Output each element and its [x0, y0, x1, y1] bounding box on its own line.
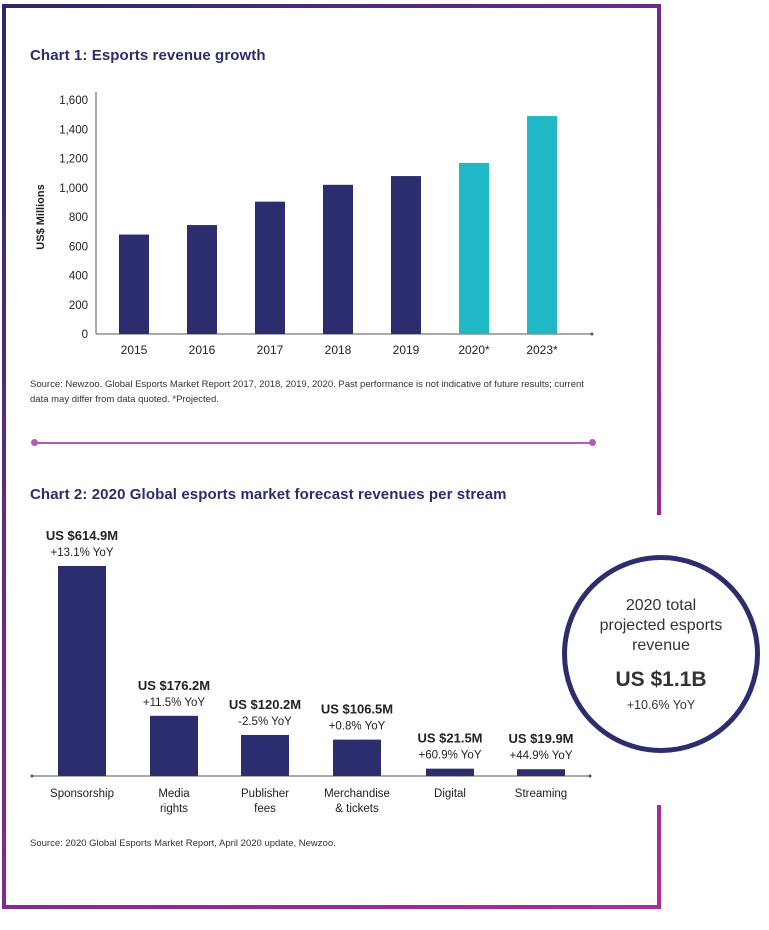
- chart1-bar: [459, 162, 489, 334]
- chart1-y-tick-label: 200: [69, 300, 88, 312]
- chart2-bar: [333, 739, 381, 776]
- total-revenue-badge: 2020 total projected esports revenue US …: [562, 555, 760, 753]
- chart1-y-tick-label: 0: [82, 329, 88, 341]
- chart1-x-tick-label: 2018: [325, 343, 352, 357]
- chart2-category-label: fees: [254, 803, 276, 815]
- chart2-category-label: Digital: [434, 788, 466, 800]
- chart2-value-label: US $106.5M: [321, 702, 393, 717]
- chart1-title: Chart 1: Esports revenue growth: [30, 47, 266, 64]
- chart2-value-label: US $176.2M: [138, 678, 210, 693]
- chart2-category-label: & tickets: [335, 803, 379, 815]
- chart2-bar: [241, 734, 289, 776]
- chart1-x-tick-label: 2015: [121, 343, 148, 357]
- chart1-x-tick-label: 2017: [257, 343, 284, 357]
- chart1-y-tick-label: 800: [69, 212, 88, 224]
- chart2-yoy-label: +0.8% YoY: [329, 721, 386, 733]
- badge-line-2: projected esports: [599, 617, 723, 634]
- chart2-yoy-label: +13.1% YoY: [51, 547, 114, 559]
- chart2-category-label: Streaming: [515, 788, 567, 800]
- chart1-plot: 0 200 400 600 800 1,000 1,200 1,400 1,600 US$ Mil…: [35, 92, 594, 357]
- chart2-bar: [150, 715, 198, 776]
- chart2-category-label: Publisher: [241, 788, 289, 800]
- chart2-yoy-label: +60.9% YoY: [419, 750, 482, 762]
- chart2-source-note: Source: 2020 Global Esports Market Repor…: [30, 838, 336, 849]
- chart2-value-label: US $21.5M: [417, 731, 482, 746]
- chart2-yoy-label: -2.5% YoY: [238, 716, 292, 728]
- chart1-bar: [527, 116, 557, 335]
- chart1-bar: [255, 201, 285, 334]
- section-divider: [34, 442, 592, 444]
- chart2-category-label: Merchandise: [324, 788, 390, 800]
- chart1-bar: [323, 184, 353, 334]
- chart2-bar: [58, 566, 106, 776]
- chart1-bar: [119, 234, 149, 334]
- chart2-yoy-label: +11.5% YoY: [143, 697, 205, 709]
- badge-line-1: 2020 total: [625, 597, 697, 614]
- chart1-y-tick-label: 1,200: [59, 154, 88, 166]
- chart2-x-axis-end: [588, 774, 592, 778]
- chart1-x-tick-label: 2023*: [526, 343, 558, 357]
- chart1-y-tick-label: 600: [69, 241, 88, 253]
- chart2-category-label: Media: [158, 788, 190, 800]
- chart1-x-tick-label: 2016: [189, 343, 216, 357]
- chart1-bar: [187, 225, 217, 334]
- chart2-category-label: Sponsorship: [50, 788, 114, 800]
- chart2-plot: US $614.9M +13.1% YoY Sponsorship US $176.2…: [30, 528, 592, 815]
- chart1-y-tick-label: 1,600: [59, 95, 88, 107]
- chart1-y-tick-label: 400: [69, 271, 88, 283]
- chart2-yoy-label: +44.9% YoY: [510, 750, 573, 762]
- chart2-bar: [517, 769, 565, 776]
- chart2-value-label: US $120.2M: [229, 697, 301, 712]
- chart2-x-axis-start: [30, 774, 34, 778]
- chart2-bar: [426, 768, 474, 776]
- chart2-title: Chart 2: 2020 Global esports market fore…: [30, 486, 507, 503]
- chart1-x-tick-label: 2020*: [458, 343, 490, 357]
- chart2-value-label: US $614.9M: [46, 528, 118, 543]
- chart1-y-axis-label: US$ Millions: [35, 184, 47, 249]
- divider-dot-left: [31, 439, 38, 446]
- chart1-source-note: Source: Newzoo. Global Esports Market Re…: [30, 379, 584, 405]
- badge-line-3: revenue: [632, 637, 690, 654]
- badge-yoy: +10.6% YoY: [626, 698, 696, 712]
- chart1-x-tick-label: 2019: [393, 343, 420, 357]
- chart1-x-axis-end: [590, 332, 594, 336]
- chart1-bar: [391, 176, 421, 334]
- chart2-value-label: US $19.9M: [508, 731, 573, 746]
- badge-total-value: US $1.1B: [615, 668, 707, 691]
- chart1-y-tick-label: 1,000: [59, 183, 88, 195]
- divider-dot-right: [589, 439, 596, 446]
- chart1-y-tick-label: 1,400: [59, 124, 88, 136]
- chart2-category-label: rights: [160, 803, 188, 815]
